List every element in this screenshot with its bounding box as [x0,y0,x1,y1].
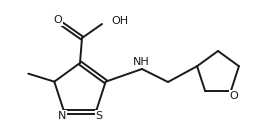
Text: O: O [54,15,62,25]
Text: O: O [230,91,238,101]
Text: NH: NH [133,57,149,67]
Text: N: N [58,111,66,121]
Text: OH: OH [111,16,128,26]
Text: S: S [95,111,102,121]
